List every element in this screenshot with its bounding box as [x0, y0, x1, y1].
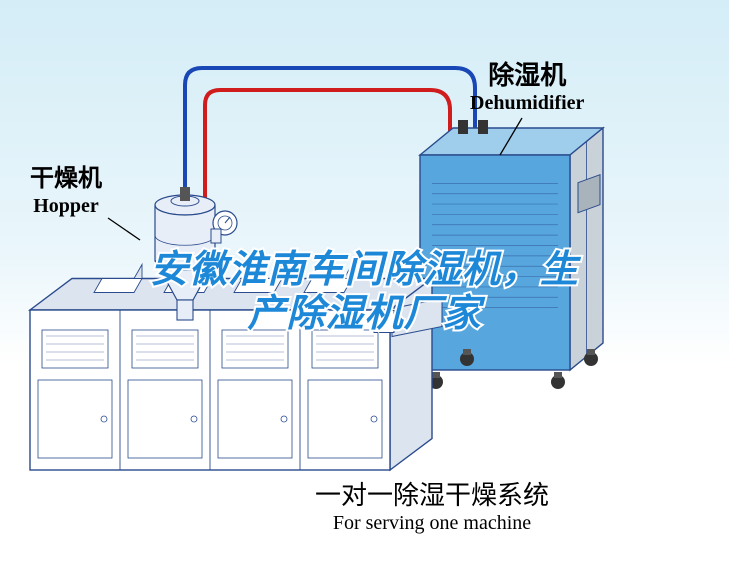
dehumidifier-unit — [420, 120, 603, 389]
label-hopper-en: Hopper — [30, 194, 102, 218]
label-dehumidifier-cn: 除湿机 — [470, 60, 584, 91]
label-dehumidifier: 除湿机 Dehumidifier — [470, 60, 584, 115]
label-hopper: 干燥机 Hopper — [30, 165, 102, 218]
label-system-en: For serving one machine — [315, 511, 549, 535]
label-system-cn: 一对一除湿干燥系统 — [315, 480, 549, 511]
diagram-canvas: 干燥机 Hopper 除湿机 Dehumidifier 一对一除湿干燥系统 Fo… — [0, 0, 729, 561]
label-hopper-cn: 干燥机 — [30, 165, 102, 194]
label-dehumidifier-en: Dehumidifier — [470, 91, 584, 115]
extruder-machine — [30, 265, 442, 471]
diagram-svg — [0, 0, 729, 561]
label-system: 一对一除湿干燥系统 For serving one machine — [315, 480, 549, 535]
